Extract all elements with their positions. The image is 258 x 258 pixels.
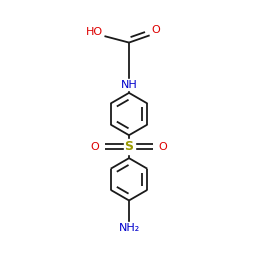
- Text: S: S: [125, 140, 133, 153]
- Text: NH: NH: [121, 80, 137, 90]
- Text: O: O: [91, 142, 99, 151]
- Text: HO: HO: [86, 27, 103, 37]
- Text: O: O: [159, 142, 167, 151]
- Text: O: O: [151, 26, 160, 35]
- Text: NH₂: NH₂: [118, 223, 140, 232]
